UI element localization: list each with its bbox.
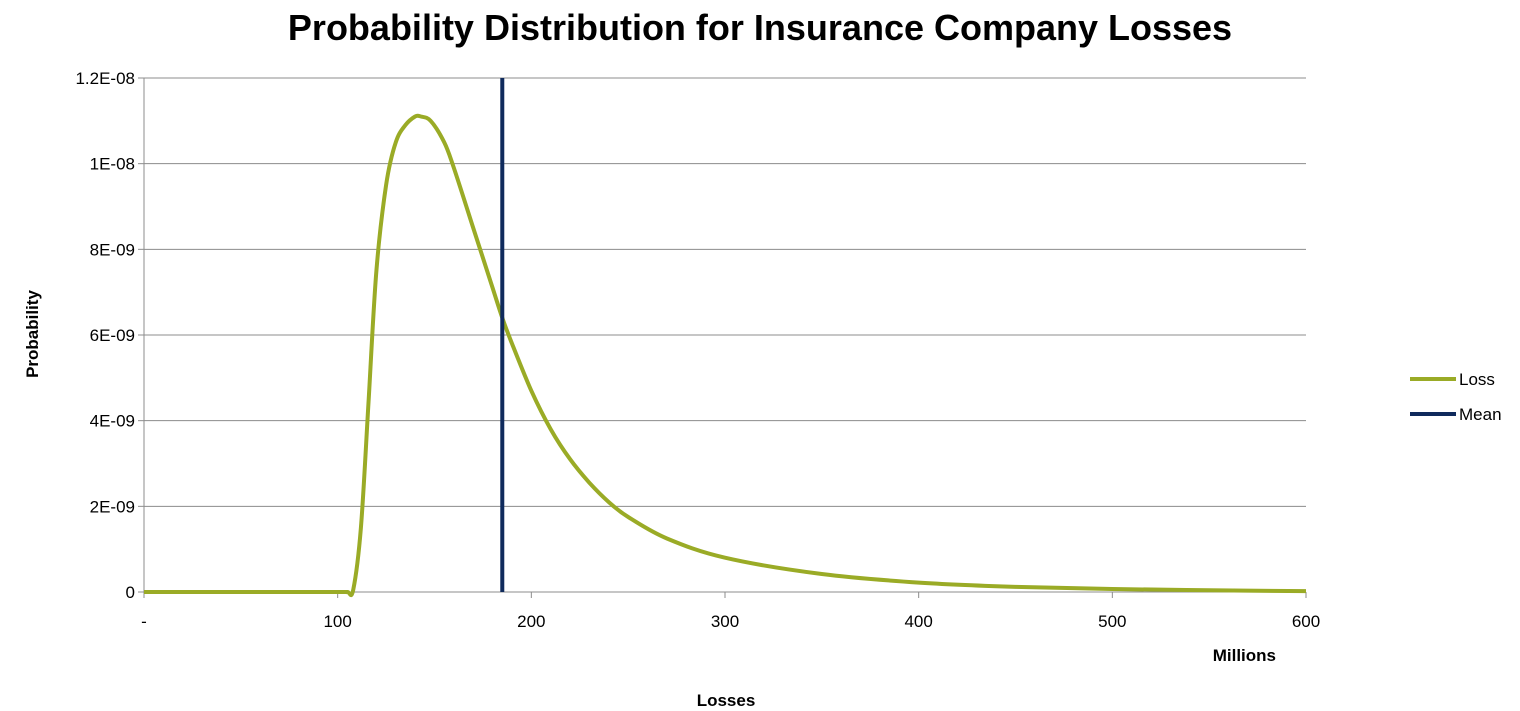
x-tick-label: 400 (904, 612, 932, 631)
x-tick-label: 200 (517, 612, 545, 631)
x-tick-label: - (141, 612, 147, 631)
y-axis-title: Probability (23, 290, 42, 378)
chart-title: Probability Distribution for Insurance C… (288, 7, 1232, 48)
x-tick-label: 600 (1292, 612, 1320, 631)
legend-label-mean: Mean (1459, 405, 1502, 424)
series-loss-line (144, 113, 1307, 598)
y-tick-labels: 0 2E-09 4E-09 6E-09 8E-09 1E-08 1.2E-08 (75, 69, 135, 602)
x-tick-labels: - 100 200 300 400 500 600 (141, 612, 1320, 631)
y-tick-label: 0 (126, 583, 135, 602)
y-tick-label: 1.2E-08 (75, 69, 135, 88)
legend: Loss Mean (1410, 370, 1502, 424)
x-tick-label: 300 (711, 612, 739, 631)
y-tick-label: 4E-09 (90, 412, 135, 431)
y-tick-label: 2E-09 (90, 497, 135, 516)
legend-label-loss: Loss (1459, 370, 1495, 389)
y-tick-label: 6E-09 (90, 326, 135, 345)
series-group (144, 78, 1307, 598)
x-units-label: Millions (1213, 646, 1276, 665)
y-tick-label: 1E-08 (90, 155, 135, 174)
gridlines (138, 77, 1307, 598)
x-tick-label: 500 (1098, 612, 1126, 631)
x-axis-title: Losses (697, 691, 756, 710)
y-tick-label: 8E-09 (90, 240, 135, 259)
x-tick-label: 100 (323, 612, 351, 631)
